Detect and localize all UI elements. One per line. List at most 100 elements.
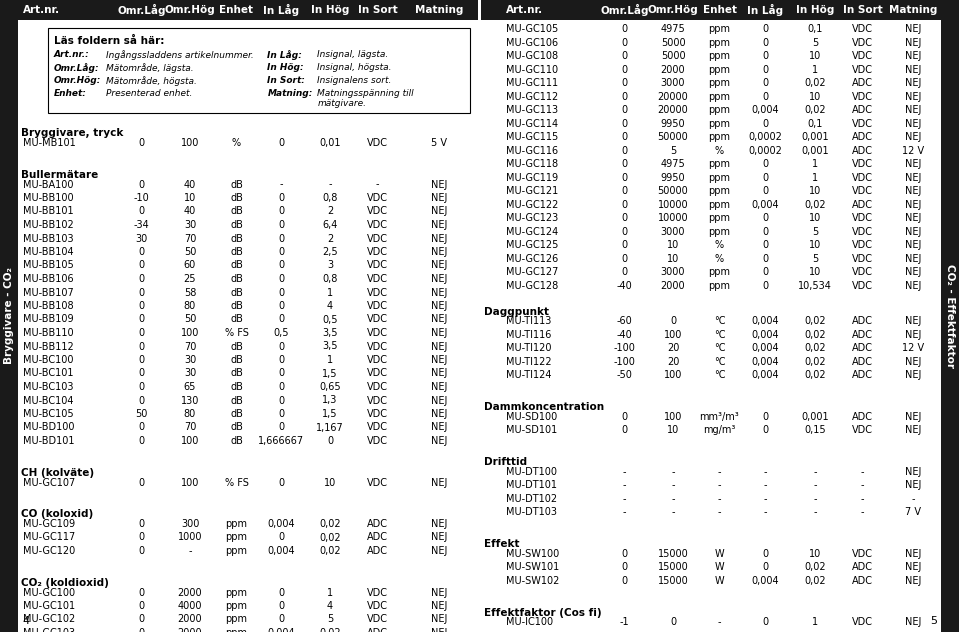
Text: MU-GC100: MU-GC100 bbox=[23, 588, 75, 597]
Text: MU-GC114: MU-GC114 bbox=[506, 119, 558, 129]
Text: dB: dB bbox=[230, 207, 243, 217]
Text: MU-DT103: MU-DT103 bbox=[506, 507, 557, 518]
Text: NEJ: NEJ bbox=[904, 133, 922, 142]
Text: 0,02: 0,02 bbox=[319, 519, 340, 529]
Text: 0: 0 bbox=[278, 138, 285, 148]
Text: MU-BB100: MU-BB100 bbox=[23, 193, 74, 203]
Text: Effekt: Effekt bbox=[484, 539, 520, 549]
Text: 2: 2 bbox=[327, 233, 333, 243]
Text: NEJ: NEJ bbox=[904, 254, 922, 264]
Text: MU-GC121: MU-GC121 bbox=[506, 186, 558, 197]
Text: ppm: ppm bbox=[709, 281, 731, 291]
Text: NEJ: NEJ bbox=[431, 588, 447, 597]
Text: ADC: ADC bbox=[852, 146, 873, 156]
Text: VDC: VDC bbox=[367, 288, 388, 298]
Text: NEJ: NEJ bbox=[904, 200, 922, 210]
Text: 0,004: 0,004 bbox=[752, 357, 780, 367]
Text: Matningsspänning till
mätgivare.: Matningsspänning till mätgivare. bbox=[317, 89, 414, 109]
Text: 1,3: 1,3 bbox=[322, 396, 338, 406]
Text: ppm: ppm bbox=[225, 546, 247, 556]
Text: In Låg: In Låg bbox=[747, 4, 784, 16]
Text: 2000: 2000 bbox=[177, 628, 202, 632]
Text: VDC: VDC bbox=[367, 220, 388, 230]
Text: 4975: 4975 bbox=[661, 159, 686, 169]
Text: NEJ: NEJ bbox=[431, 341, 447, 351]
Text: 65: 65 bbox=[184, 382, 197, 392]
Bar bbox=[0, 0, 18, 632]
Text: 0: 0 bbox=[138, 382, 145, 392]
Text: MU-BC101: MU-BC101 bbox=[23, 368, 74, 379]
Text: VDC: VDC bbox=[852, 51, 873, 61]
Text: mm³/m³: mm³/m³ bbox=[700, 412, 739, 422]
Bar bbox=[18, 0, 478, 20]
Text: 50: 50 bbox=[184, 247, 197, 257]
Text: 10: 10 bbox=[667, 240, 679, 250]
Text: 0: 0 bbox=[138, 341, 145, 351]
Text: Omr.Låg: Omr.Låg bbox=[117, 4, 166, 16]
Text: MU-SW100: MU-SW100 bbox=[506, 549, 559, 559]
Text: dB: dB bbox=[230, 247, 243, 257]
Text: 1: 1 bbox=[812, 173, 818, 183]
Text: 0,02: 0,02 bbox=[805, 330, 826, 340]
Text: CH (kolväte): CH (kolväte) bbox=[21, 468, 94, 478]
Text: MU-BB103: MU-BB103 bbox=[23, 233, 74, 243]
Text: -: - bbox=[813, 480, 817, 490]
Text: 10: 10 bbox=[667, 254, 679, 264]
Text: 0: 0 bbox=[278, 382, 285, 392]
Text: VDC: VDC bbox=[367, 233, 388, 243]
Text: ADC: ADC bbox=[367, 519, 388, 529]
Text: dB: dB bbox=[230, 274, 243, 284]
Text: 0: 0 bbox=[670, 617, 676, 628]
Text: 20: 20 bbox=[667, 343, 679, 353]
Text: 0,5: 0,5 bbox=[273, 328, 290, 338]
Text: 0,8: 0,8 bbox=[322, 193, 338, 203]
Text: 0: 0 bbox=[138, 436, 145, 446]
Text: 5000: 5000 bbox=[661, 38, 686, 48]
Text: MU-TI116: MU-TI116 bbox=[506, 330, 551, 340]
Text: dB: dB bbox=[230, 355, 243, 365]
Text: 0: 0 bbox=[327, 436, 333, 446]
Text: 50: 50 bbox=[135, 409, 148, 419]
Text: 100: 100 bbox=[181, 328, 199, 338]
Text: 1: 1 bbox=[327, 355, 333, 365]
Text: CO₂ (koldioxid): CO₂ (koldioxid) bbox=[21, 578, 109, 588]
Text: -: - bbox=[671, 494, 675, 504]
Text: 10,534: 10,534 bbox=[798, 281, 832, 291]
Text: NEJ: NEJ bbox=[904, 173, 922, 183]
Text: -10: -10 bbox=[133, 193, 150, 203]
Text: 0: 0 bbox=[762, 38, 768, 48]
Text: Art.nr.:: Art.nr.: bbox=[54, 50, 90, 59]
Text: ADC: ADC bbox=[852, 370, 873, 380]
Text: NEJ: NEJ bbox=[431, 233, 447, 243]
Text: 0: 0 bbox=[278, 301, 285, 311]
Text: Art.nr.: Art.nr. bbox=[23, 5, 60, 15]
Text: ADC: ADC bbox=[367, 533, 388, 542]
Text: VDC: VDC bbox=[852, 267, 873, 277]
Text: ADC: ADC bbox=[852, 343, 873, 353]
Text: MU-TI124: MU-TI124 bbox=[506, 370, 551, 380]
Text: -: - bbox=[861, 507, 864, 518]
Text: 0: 0 bbox=[138, 601, 145, 611]
Text: VDC: VDC bbox=[367, 274, 388, 284]
Text: 3,5: 3,5 bbox=[322, 328, 338, 338]
Text: 0: 0 bbox=[138, 533, 145, 542]
Text: MU-GC124: MU-GC124 bbox=[506, 227, 558, 237]
Text: MU-BB106: MU-BB106 bbox=[23, 274, 74, 284]
Text: 3000: 3000 bbox=[661, 267, 686, 277]
Text: 0: 0 bbox=[762, 214, 768, 224]
Text: 0: 0 bbox=[138, 546, 145, 556]
Text: MU-GC110: MU-GC110 bbox=[506, 65, 558, 75]
Text: Ingångssladdens artikelnummer.: Ingångssladdens artikelnummer. bbox=[106, 50, 254, 60]
Text: Matning: Matning bbox=[415, 5, 463, 15]
Text: 2: 2 bbox=[327, 207, 333, 217]
Text: ADC: ADC bbox=[852, 330, 873, 340]
Text: NEJ: NEJ bbox=[904, 370, 922, 380]
Text: 0: 0 bbox=[621, 78, 627, 88]
Text: W: W bbox=[714, 549, 724, 559]
Text: 10: 10 bbox=[808, 549, 821, 559]
Text: -: - bbox=[813, 494, 817, 504]
Text: 0,004: 0,004 bbox=[752, 330, 780, 340]
Bar bbox=[48, 28, 470, 113]
Text: 30: 30 bbox=[184, 368, 197, 379]
Text: MU-GC102: MU-GC102 bbox=[23, 614, 75, 624]
